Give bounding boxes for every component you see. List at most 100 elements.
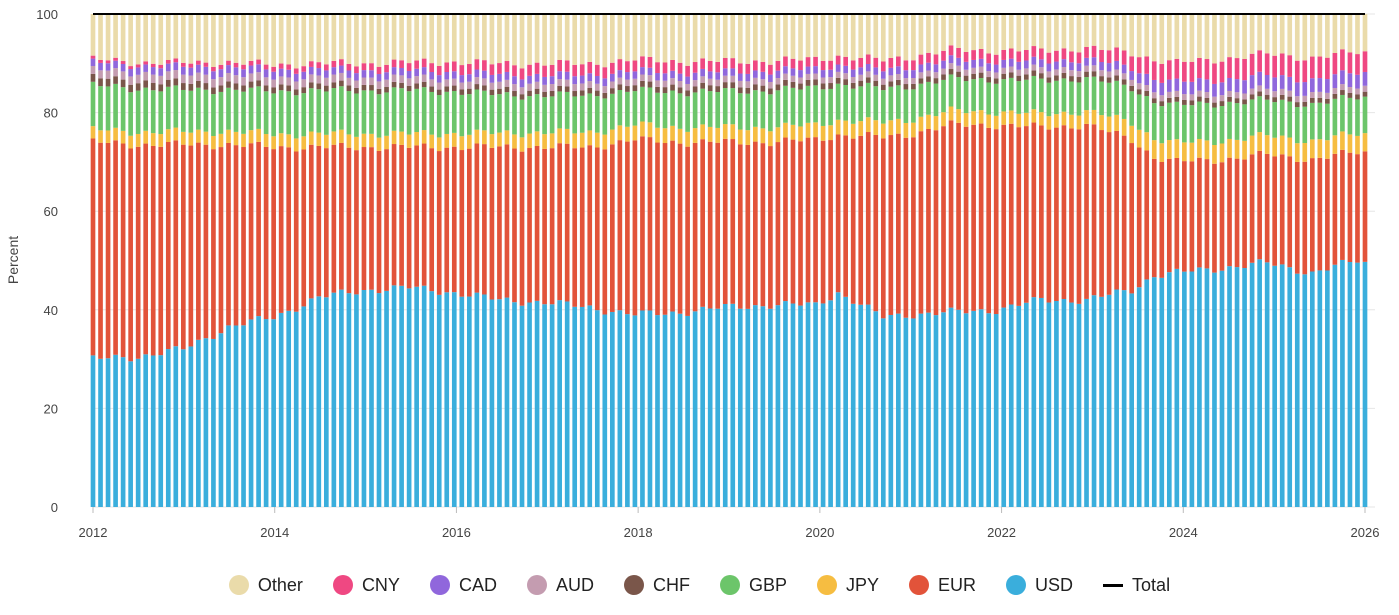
bar-segment-chf bbox=[1249, 94, 1255, 100]
bar-segment-aud bbox=[331, 74, 337, 83]
bar-segment-cad bbox=[128, 69, 133, 77]
bar-stack bbox=[429, 14, 435, 507]
bar-segment-cny bbox=[956, 47, 961, 58]
bar-stacks bbox=[90, 14, 1368, 507]
bar-stack bbox=[926, 14, 931, 507]
bar-segment-eur bbox=[173, 140, 179, 347]
legend-item-cny[interactable]: CNY bbox=[332, 575, 400, 596]
bar-segment-other bbox=[519, 14, 525, 69]
bar-segment-aud bbox=[1347, 87, 1353, 93]
bar-segment-aud bbox=[1166, 91, 1172, 98]
bar-segment-jpy bbox=[1325, 140, 1330, 159]
bar-segment-aud bbox=[346, 77, 352, 86]
bar-segment-cny bbox=[625, 61, 630, 73]
bar-segment-eur bbox=[1347, 152, 1353, 262]
bar-segment-aud bbox=[1174, 90, 1180, 97]
bar-segment-gbp bbox=[948, 74, 954, 107]
bar-segment-eur bbox=[1242, 159, 1247, 269]
bar-segment-usd bbox=[203, 338, 209, 507]
bar-segment-usd bbox=[1159, 277, 1165, 507]
legend-item-chf[interactable]: CHF bbox=[623, 575, 690, 596]
bar-segment-jpy bbox=[790, 124, 796, 140]
bar-segment-gbp bbox=[459, 94, 465, 137]
bar-segment-aud bbox=[1121, 73, 1127, 80]
bar-segment-other bbox=[98, 14, 103, 60]
bar-segment-aud bbox=[1227, 90, 1232, 97]
bar-stack bbox=[1144, 14, 1150, 507]
bar-segment-jpy bbox=[888, 120, 894, 136]
bar-segment-usd bbox=[1309, 271, 1315, 507]
legend-item-usd[interactable]: USD bbox=[1006, 575, 1073, 596]
bar-segment-jpy bbox=[1317, 139, 1323, 158]
legend-item-gbp[interactable]: GBP bbox=[719, 575, 787, 596]
bar-segment-usd bbox=[128, 361, 133, 507]
bar-segment-cny bbox=[1332, 52, 1338, 75]
bar-segment-jpy bbox=[226, 129, 231, 143]
bar-segment-eur bbox=[376, 150, 382, 294]
bar-segment-jpy bbox=[519, 137, 525, 152]
bar-segment-cad bbox=[1317, 78, 1323, 92]
bar-segment-cny bbox=[1182, 61, 1187, 82]
legend-item-total[interactable]: Total bbox=[1103, 575, 1170, 596]
bar-segment-cad bbox=[1182, 81, 1187, 95]
y-tick-60: 60 bbox=[44, 204, 58, 219]
bar-segment-chf bbox=[180, 83, 186, 90]
bar-segment-usd bbox=[180, 349, 186, 507]
bar-segment-jpy bbox=[850, 123, 856, 139]
bar-stack bbox=[308, 14, 314, 507]
bar-segment-jpy bbox=[692, 128, 698, 143]
bar-segment-jpy bbox=[128, 135, 133, 149]
bar-segment-usd bbox=[188, 346, 194, 507]
bar-segment-gbp bbox=[218, 91, 224, 134]
bar-segment-gbp bbox=[1031, 75, 1037, 110]
bar-stack bbox=[564, 14, 570, 507]
bar-segment-jpy bbox=[98, 130, 103, 143]
bar-segment-other bbox=[557, 14, 562, 60]
bar-segment-eur bbox=[474, 143, 480, 293]
bar-segment-cad bbox=[835, 64, 841, 72]
bar-segment-jpy bbox=[956, 109, 961, 123]
bar-segment-chf bbox=[903, 84, 909, 90]
bar-stack bbox=[850, 14, 856, 507]
bar-segment-chf bbox=[1309, 97, 1315, 103]
bar-segment-jpy bbox=[1189, 142, 1195, 162]
bar-segment-eur bbox=[1166, 158, 1172, 273]
bar-segment-cny bbox=[602, 67, 608, 79]
bar-segment-chf bbox=[376, 88, 382, 95]
bar-segment-cny bbox=[165, 60, 171, 64]
bar-segment-other bbox=[1234, 14, 1240, 59]
bar-segment-usd bbox=[1317, 270, 1323, 507]
bar-segment-jpy bbox=[105, 130, 111, 143]
bar-segment-chf bbox=[993, 78, 999, 84]
bar-segment-cny bbox=[1189, 61, 1195, 82]
bar-segment-aud bbox=[1287, 90, 1293, 97]
bar-segment-aud bbox=[308, 74, 314, 83]
bar-segment-aud bbox=[1204, 92, 1210, 98]
bar-segment-other bbox=[444, 14, 450, 63]
bar-segment-aud bbox=[722, 75, 728, 83]
bar-segment-other bbox=[1054, 14, 1059, 51]
legend-item-aud[interactable]: AUD bbox=[526, 575, 594, 596]
bar-segment-cny bbox=[1362, 51, 1368, 72]
bar-segment-aud bbox=[896, 74, 901, 80]
bar-segment-eur bbox=[632, 140, 638, 316]
legend-item-jpy[interactable]: JPY bbox=[817, 575, 879, 596]
bar-segment-usd bbox=[143, 354, 149, 507]
legend-item-other[interactable]: Other bbox=[228, 574, 303, 596]
bar-segment-eur bbox=[1039, 125, 1044, 298]
bar-segment-cad bbox=[753, 70, 758, 78]
bar-segment-cny bbox=[1227, 57, 1232, 78]
bar-stack bbox=[587, 14, 593, 507]
bar-segment-gbp bbox=[1121, 84, 1127, 119]
bar-segment-cad bbox=[120, 63, 126, 72]
legend-item-cad[interactable]: CAD bbox=[429, 575, 497, 596]
bar-segment-aud bbox=[1197, 90, 1202, 97]
legend-label-other: Other bbox=[257, 574, 303, 595]
legend-item-eur[interactable]: EUR bbox=[909, 575, 976, 596]
bar-segment-chf bbox=[165, 79, 171, 87]
bar-segment-cny bbox=[1144, 56, 1150, 74]
bar-segment-eur bbox=[1362, 151, 1368, 262]
bar-segment-usd bbox=[391, 285, 397, 507]
bar-segment-cad bbox=[722, 68, 728, 76]
bar-segment-gbp bbox=[557, 91, 562, 129]
